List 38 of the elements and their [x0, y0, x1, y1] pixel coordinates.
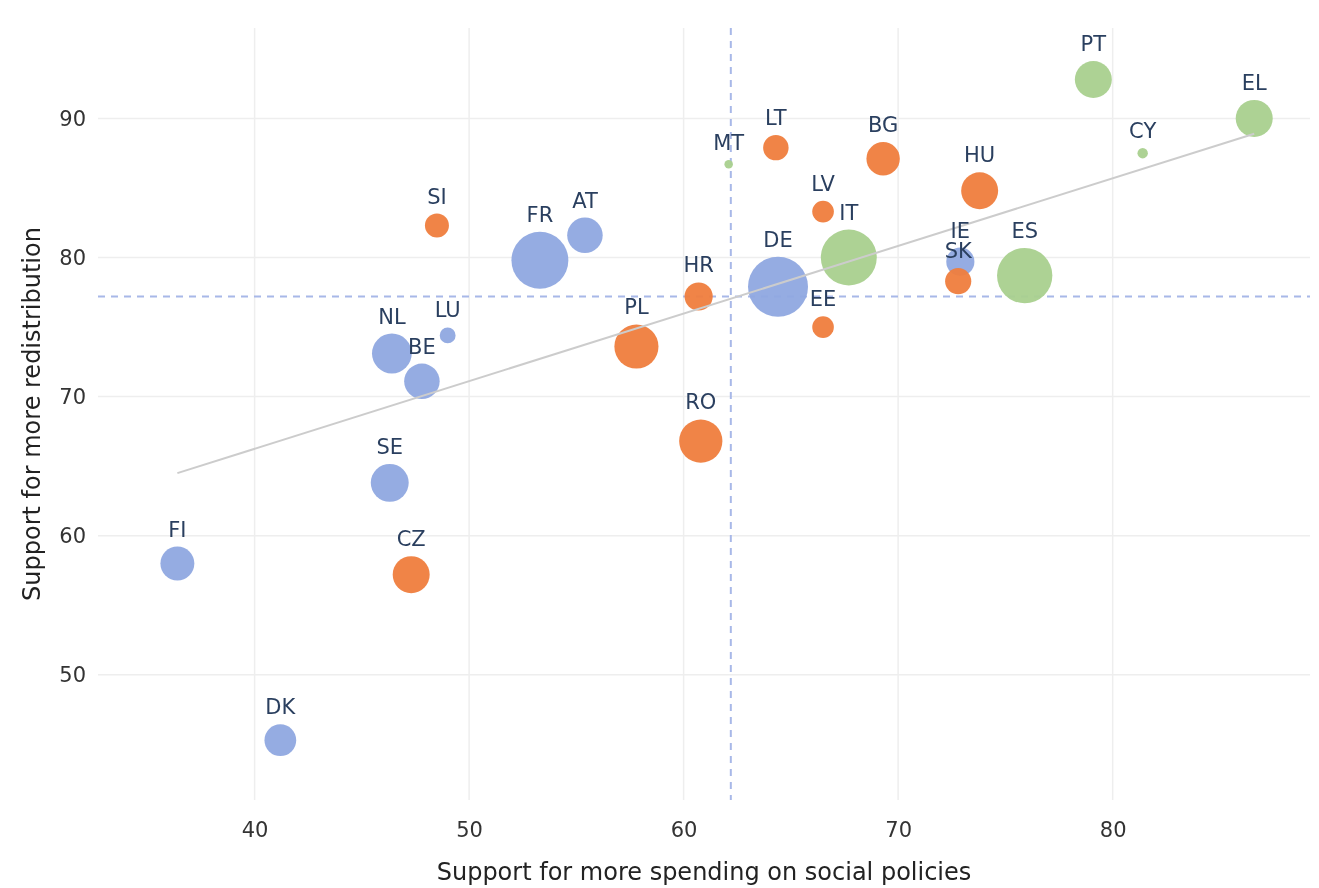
x-tick-label: 70 — [885, 817, 912, 842]
x-tick-label: 50 — [456, 817, 483, 842]
x-tick-label: 80 — [1099, 817, 1127, 842]
annotation: IT — [839, 200, 859, 225]
annotation: PT — [1080, 31, 1107, 56]
annotation: CZ — [396, 527, 426, 552]
y-tick-label: 50 — [59, 663, 86, 688]
annotation: BG — [867, 113, 899, 138]
annotation: FI — [168, 517, 187, 542]
annotation: BE — [408, 334, 436, 359]
x-tick-label: 40 — [241, 817, 269, 842]
y-tick-label: 60 — [59, 523, 86, 548]
annotation: IE — [950, 218, 971, 243]
annotation: LT — [765, 105, 787, 130]
annotation: LU — [434, 298, 461, 323]
annotation: MT — [713, 131, 745, 156]
annotation: EE — [809, 287, 837, 312]
annotation: EL — [1241, 70, 1268, 95]
x-tick-label: 60 — [670, 817, 698, 842]
x-axis-title: Support for more spending on social policies — [436, 858, 972, 886]
annotation: DE — [763, 227, 793, 252]
annotation: ES — [1011, 218, 1038, 243]
annotation: HR — [683, 253, 714, 278]
annotation: AT — [572, 188, 598, 213]
y-tick-label: 70 — [59, 384, 86, 409]
annotation: SE — [376, 434, 404, 459]
annotation: DK — [265, 695, 297, 720]
annotation: PL — [624, 295, 649, 320]
annotation: HU — [964, 143, 996, 168]
annotation: CY — [1129, 118, 1157, 143]
annotation: LV — [811, 171, 836, 196]
annotation: SI — [427, 184, 447, 209]
y-axis-title: Support for more redistribution — [18, 227, 46, 601]
y-tick-label: 90 — [59, 106, 86, 131]
annotation: RO — [685, 390, 717, 415]
y-tick-label: 80 — [59, 245, 86, 270]
annotation: FR — [526, 202, 554, 227]
annotation: NL — [378, 304, 406, 329]
